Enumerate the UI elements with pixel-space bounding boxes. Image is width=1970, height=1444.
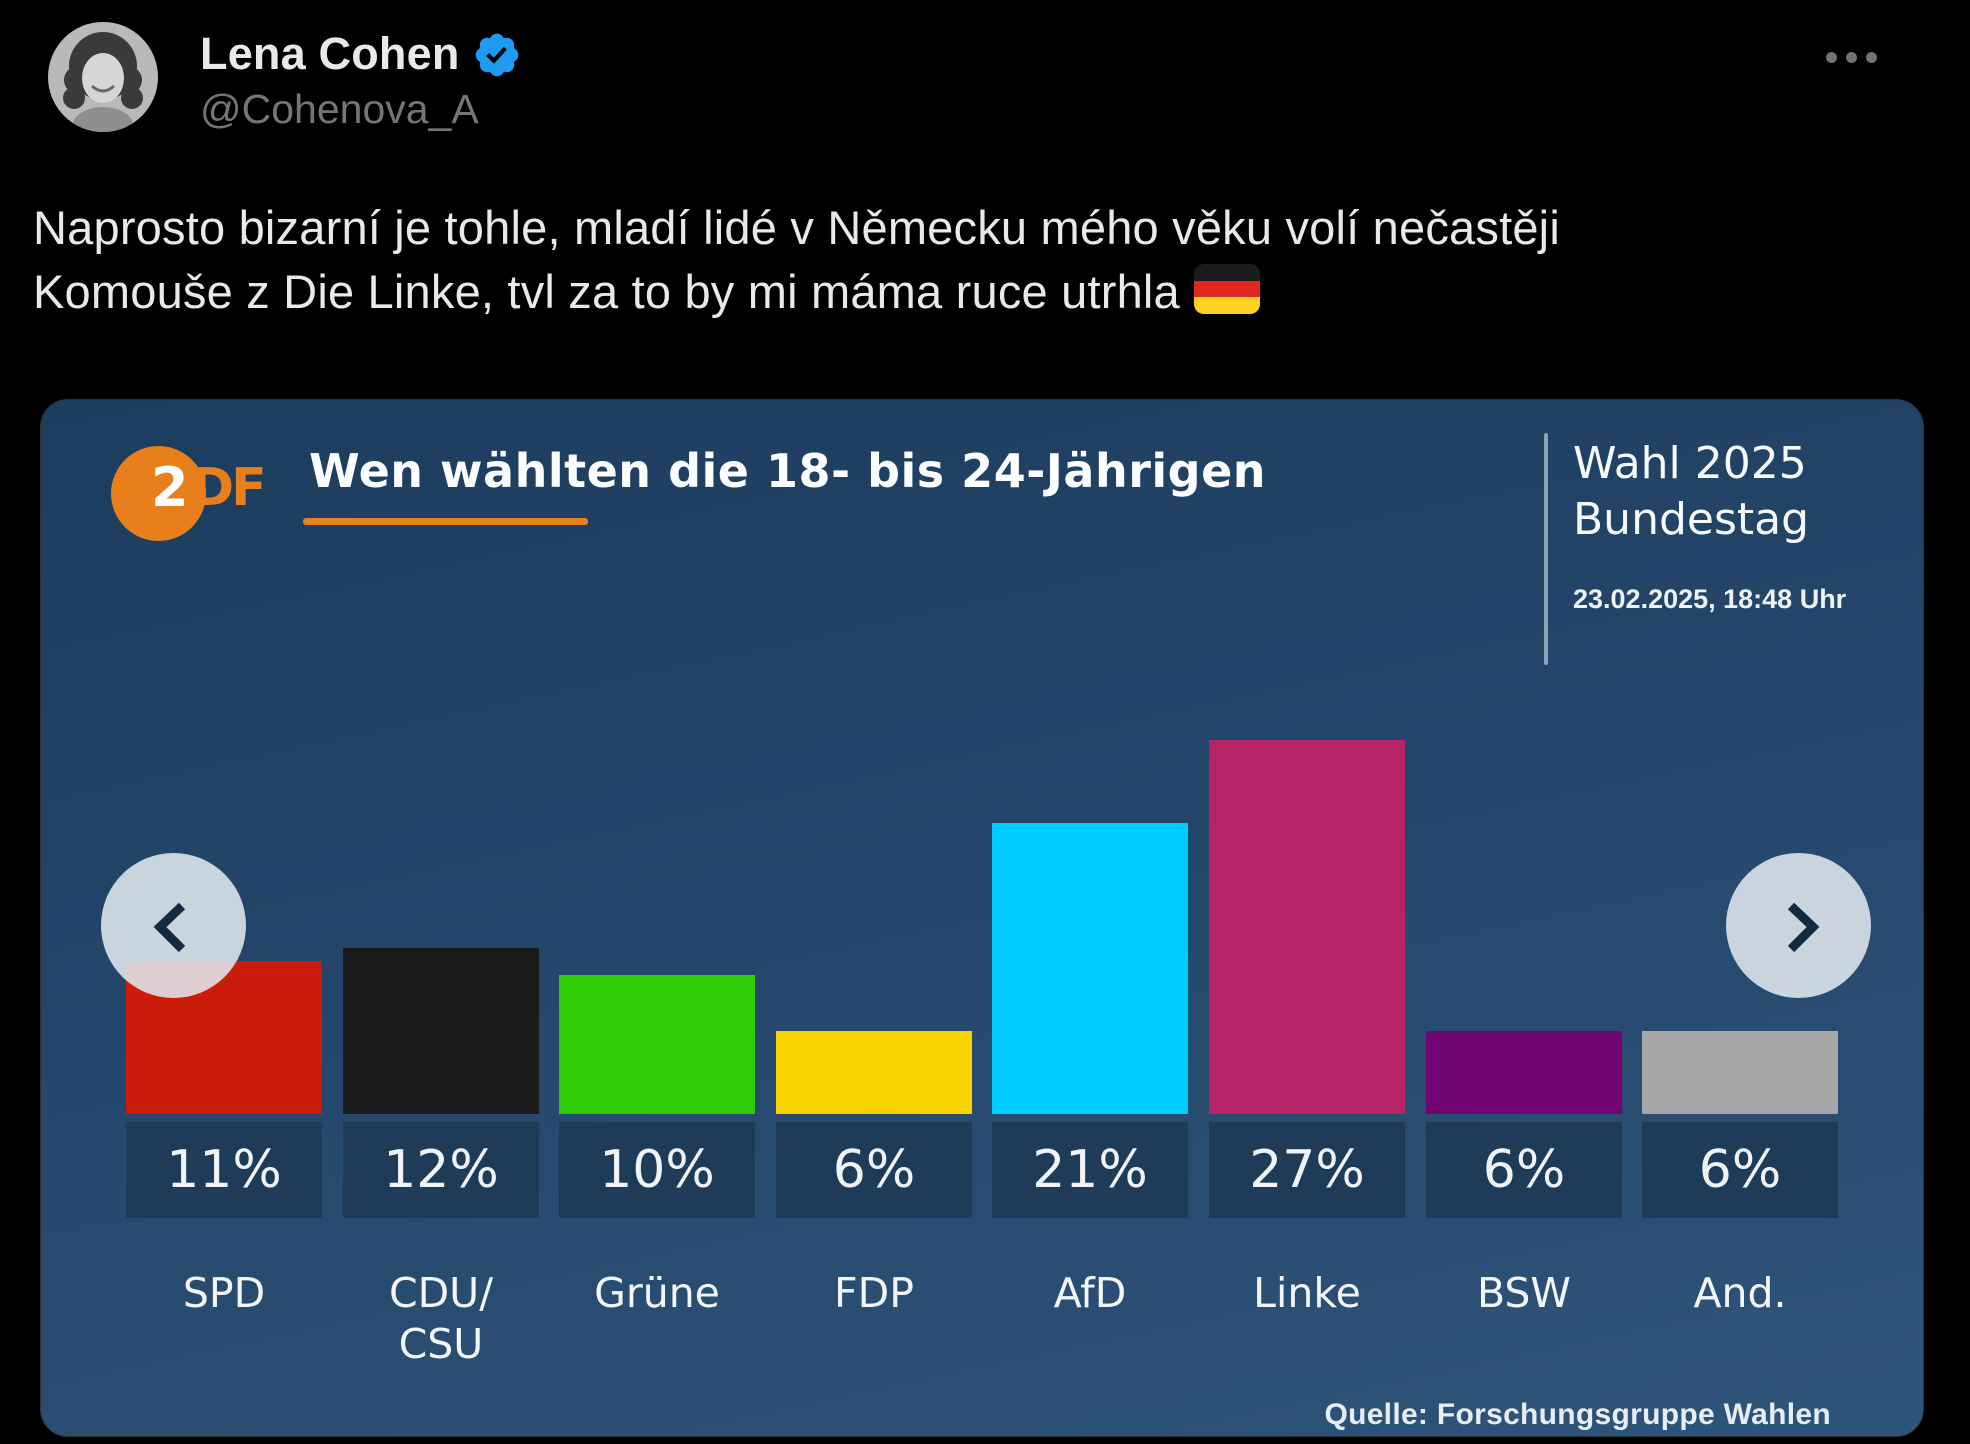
- value-label-CDU--CSU: 12%: [343, 1122, 539, 1218]
- value-label-AfD: 21%: [992, 1122, 1188, 1218]
- verified-badge-icon: [475, 33, 518, 77]
- category-label-CDU--CSU: CDU/ CSU: [388, 1269, 494, 1368]
- avatar-portrait: [48, 22, 158, 132]
- bar-CDU--CSU: [343, 948, 539, 1114]
- chart-image[interactable]: 2 DF Wen wählten die 18- bis 24-Jährigen…: [40, 399, 1924, 1437]
- event-name-line1: Wahl 2025: [1573, 438, 1807, 489]
- tweet-text-line1: Naprosto bizarní je tohle, mladí lidé v …: [33, 201, 1560, 254]
- category-label-And.: And.: [1693, 1269, 1787, 1317]
- bar-Grüne: [559, 975, 755, 1114]
- tweet-text: Naprosto bizarní je tohle, mladí lidé v …: [33, 196, 1933, 324]
- category-label-Grüne: Grüne: [594, 1269, 720, 1317]
- bar-Linke: [1209, 740, 1405, 1114]
- category-label-Linke: Linke: [1253, 1269, 1361, 1317]
- title-underline: [303, 518, 588, 525]
- value-label-Grüne: 10%: [559, 1122, 755, 1218]
- author-row: Lena Cohen: [200, 28, 522, 80]
- value-label-FDP: 6%: [776, 1122, 972, 1218]
- category-label-BSW: BSW: [1477, 1269, 1571, 1317]
- event-timestamp: 23.02.2025, 18:48 Uhr: [1573, 584, 1847, 614]
- value-label-SPD: 11%: [126, 1122, 322, 1218]
- category-label-AfD: AfD: [1053, 1269, 1127, 1317]
- zdf-logo-df: DF: [191, 458, 267, 518]
- value-label-And.: 6%: [1642, 1122, 1838, 1218]
- dot-icon: [1846, 52, 1857, 63]
- chevron-right-icon: [1787, 902, 1819, 952]
- tweet-text-line2: Komouše z Die Linke, tvl za to by mi mám…: [33, 260, 1933, 324]
- dot-icon: [1826, 52, 1837, 63]
- zdf-logo-circle: [111, 446, 206, 541]
- value-label-Linke: 27%: [1209, 1122, 1405, 1218]
- zdf-logo-2: 2: [151, 456, 189, 519]
- chart-source: Quelle: Forschungsgruppe Wahlen: [1324, 1398, 1831, 1431]
- category-label-SPD: SPD: [182, 1269, 266, 1317]
- bar-AfD: [992, 823, 1188, 1114]
- bar-FDP: [776, 1031, 972, 1114]
- carousel-prev-button[interactable]: [101, 853, 246, 998]
- bar-BSW: [1426, 1031, 1622, 1114]
- author-handle[interactable]: @Cohenova_A: [200, 86, 479, 132]
- more-options-button[interactable]: [1820, 46, 1883, 69]
- dot-icon: [1866, 52, 1877, 63]
- chart-title: Wen wählten die 18- bis 24-Jährigen: [309, 444, 1267, 498]
- bar-And.: [1642, 1031, 1838, 1114]
- carousel-next-button[interactable]: [1726, 853, 1871, 998]
- value-label-BSW: 6%: [1426, 1122, 1622, 1218]
- avatar[interactable]: [48, 22, 158, 132]
- category-label-FDP: FDP: [834, 1269, 914, 1317]
- header-divider: [1544, 433, 1548, 665]
- event-name-line2: Bundestag: [1573, 494, 1810, 545]
- germany-flag-emoji: [1193, 264, 1260, 314]
- author-name[interactable]: Lena Cohen: [200, 28, 460, 79]
- chevron-left-icon: [153, 902, 185, 952]
